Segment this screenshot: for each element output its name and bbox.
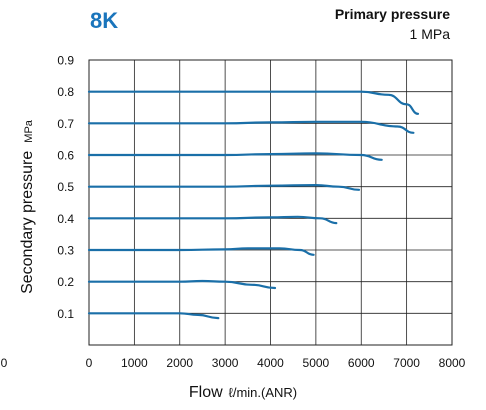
y-tick-label: 0.4 <box>57 212 74 226</box>
x-tick-label: 8000 <box>439 356 466 370</box>
x-tick-label: 3000 <box>212 356 239 370</box>
pressure-curve-8 <box>87 90 420 115</box>
x-tick-label: 7000 <box>393 356 420 370</box>
pressure-curve-3 <box>87 247 315 256</box>
y-tick-label: 0.3 <box>57 244 74 258</box>
y-zero-label: 0 <box>1 356 8 370</box>
x-axis-title: Flow <box>188 384 223 401</box>
primary-pressure-value: 1 MPa <box>409 26 450 42</box>
pressure-curve-4 <box>87 215 338 225</box>
x-tick-label: 6000 <box>348 356 375 370</box>
y-tick-label: 0.9 <box>57 54 74 68</box>
pressure-curve-1 <box>87 312 220 320</box>
model-badge: 8K <box>90 8 119 33</box>
x-tick-label: 5000 <box>303 356 330 370</box>
pressure-curve-5 <box>87 184 361 191</box>
x-tick-label: 4000 <box>257 356 284 370</box>
y-tick-label: 0.2 <box>57 275 74 289</box>
x-tick-label: 0 <box>86 356 93 370</box>
primary-pressure-title: Primary pressure <box>334 6 450 22</box>
y-tick-label: 0.8 <box>57 85 74 99</box>
x-axis-label: Flow ℓ/min.(ANR) <box>0 384 486 402</box>
y-tick-label: 0.7 <box>57 117 74 131</box>
y-tick-label: 0.6 <box>57 149 74 163</box>
x-tick-label: 2000 <box>166 356 193 370</box>
pressure-curve-6 <box>87 152 383 161</box>
pressure-curve-2 <box>87 279 277 290</box>
y-tick-label: 0.5 <box>57 180 74 194</box>
y-tick-label: 0.1 <box>57 307 74 321</box>
x-axis-unit: ℓ/min.(ANR) <box>228 385 298 400</box>
pressure-curve-7 <box>87 120 415 134</box>
x-tick-label: 1000 <box>121 356 148 370</box>
